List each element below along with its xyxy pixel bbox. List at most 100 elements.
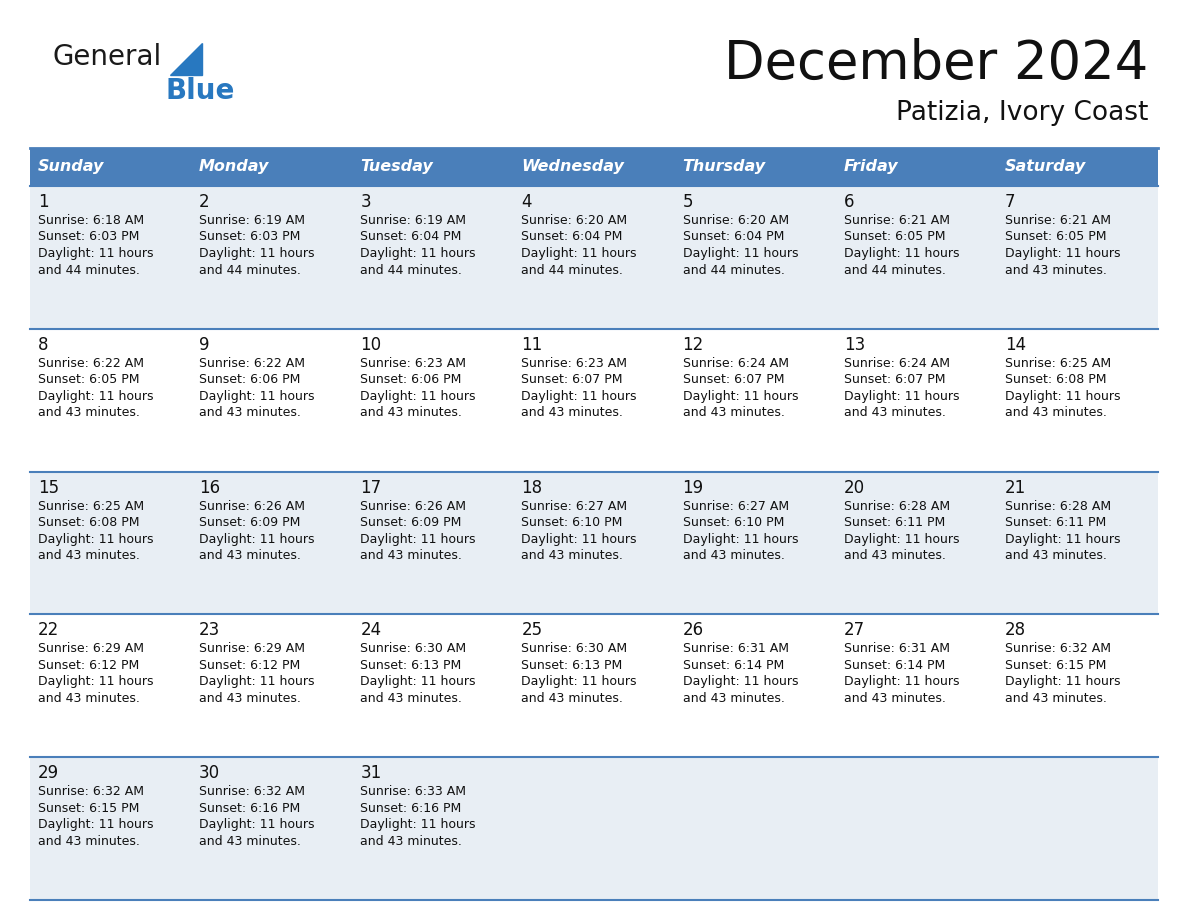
Text: Sunset: 6:16 PM: Sunset: 6:16 PM	[200, 801, 301, 814]
Text: 17: 17	[360, 478, 381, 497]
Text: 7: 7	[1005, 193, 1016, 211]
Text: Daylight: 11 hours: Daylight: 11 hours	[360, 247, 475, 260]
Text: 3: 3	[360, 193, 371, 211]
Text: and 43 minutes.: and 43 minutes.	[200, 549, 301, 562]
Text: Daylight: 11 hours: Daylight: 11 hours	[200, 532, 315, 545]
Text: Sunset: 6:04 PM: Sunset: 6:04 PM	[360, 230, 462, 243]
Text: Daylight: 11 hours: Daylight: 11 hours	[200, 390, 315, 403]
Text: Sunrise: 6:25 AM: Sunrise: 6:25 AM	[1005, 357, 1111, 370]
Text: Daylight: 11 hours: Daylight: 11 hours	[843, 247, 959, 260]
Text: Sunrise: 6:22 AM: Sunrise: 6:22 AM	[200, 357, 305, 370]
Text: Sunset: 6:05 PM: Sunset: 6:05 PM	[38, 374, 139, 386]
Text: Daylight: 11 hours: Daylight: 11 hours	[360, 390, 475, 403]
Text: 14: 14	[1005, 336, 1026, 353]
Text: and 44 minutes.: and 44 minutes.	[843, 263, 946, 276]
Text: 11: 11	[522, 336, 543, 353]
Text: Sunset: 6:14 PM: Sunset: 6:14 PM	[683, 659, 784, 672]
Text: 12: 12	[683, 336, 703, 353]
Text: Sunset: 6:09 PM: Sunset: 6:09 PM	[200, 516, 301, 529]
Text: Sunset: 6:10 PM: Sunset: 6:10 PM	[683, 516, 784, 529]
Text: Sunset: 6:08 PM: Sunset: 6:08 PM	[38, 516, 139, 529]
Text: Sunset: 6:11 PM: Sunset: 6:11 PM	[1005, 516, 1106, 529]
Text: December 2024: December 2024	[723, 38, 1148, 90]
Text: Sunrise: 6:19 AM: Sunrise: 6:19 AM	[200, 214, 305, 227]
Text: and 43 minutes.: and 43 minutes.	[1005, 549, 1107, 562]
Text: Sunrise: 6:24 AM: Sunrise: 6:24 AM	[683, 357, 789, 370]
Text: 8: 8	[38, 336, 49, 353]
Text: 23: 23	[200, 621, 221, 640]
Text: 9: 9	[200, 336, 209, 353]
Text: Daylight: 11 hours: Daylight: 11 hours	[38, 532, 153, 545]
Text: 27: 27	[843, 621, 865, 640]
Text: Sunset: 6:10 PM: Sunset: 6:10 PM	[522, 516, 623, 529]
Text: Sunrise: 6:23 AM: Sunrise: 6:23 AM	[360, 357, 466, 370]
Text: Sunrise: 6:30 AM: Sunrise: 6:30 AM	[522, 643, 627, 655]
Text: Sunset: 6:08 PM: Sunset: 6:08 PM	[1005, 374, 1106, 386]
Bar	[30, 329, 1158, 472]
Text: 24: 24	[360, 621, 381, 640]
Text: Daylight: 11 hours: Daylight: 11 hours	[200, 247, 315, 260]
Text: Sunrise: 6:32 AM: Sunrise: 6:32 AM	[1005, 643, 1111, 655]
Text: Sunrise: 6:29 AM: Sunrise: 6:29 AM	[200, 643, 305, 655]
Text: and 43 minutes.: and 43 minutes.	[200, 834, 301, 847]
Text: and 43 minutes.: and 43 minutes.	[38, 407, 140, 420]
Text: Daylight: 11 hours: Daylight: 11 hours	[38, 676, 153, 688]
Text: and 43 minutes.: and 43 minutes.	[200, 692, 301, 705]
Bar	[30, 186, 1158, 329]
Text: Daylight: 11 hours: Daylight: 11 hours	[200, 676, 315, 688]
Text: Sunrise: 6:33 AM: Sunrise: 6:33 AM	[360, 785, 466, 798]
Text: 29: 29	[38, 764, 59, 782]
Text: Daylight: 11 hours: Daylight: 11 hours	[683, 247, 798, 260]
Text: and 43 minutes.: and 43 minutes.	[1005, 692, 1107, 705]
Text: Tuesday: Tuesday	[360, 160, 434, 174]
Bar	[30, 614, 1158, 757]
Text: 20: 20	[843, 478, 865, 497]
Text: and 43 minutes.: and 43 minutes.	[1005, 263, 1107, 276]
Text: Sunset: 6:16 PM: Sunset: 6:16 PM	[360, 801, 461, 814]
Text: 2: 2	[200, 193, 210, 211]
Bar	[30, 148, 1158, 186]
Text: Sunday: Sunday	[38, 160, 105, 174]
Text: Daylight: 11 hours: Daylight: 11 hours	[38, 247, 153, 260]
Text: and 43 minutes.: and 43 minutes.	[360, 834, 462, 847]
Text: and 43 minutes.: and 43 minutes.	[38, 549, 140, 562]
Text: Sunset: 6:11 PM: Sunset: 6:11 PM	[843, 516, 944, 529]
Text: Sunrise: 6:23 AM: Sunrise: 6:23 AM	[522, 357, 627, 370]
Text: Sunrise: 6:30 AM: Sunrise: 6:30 AM	[360, 643, 467, 655]
Text: and 43 minutes.: and 43 minutes.	[683, 692, 784, 705]
Text: Daylight: 11 hours: Daylight: 11 hours	[522, 532, 637, 545]
Text: Sunset: 6:13 PM: Sunset: 6:13 PM	[522, 659, 623, 672]
Text: and 43 minutes.: and 43 minutes.	[360, 407, 462, 420]
Text: and 44 minutes.: and 44 minutes.	[200, 263, 301, 276]
Text: Monday: Monday	[200, 160, 270, 174]
Text: Sunrise: 6:31 AM: Sunrise: 6:31 AM	[683, 643, 789, 655]
Bar	[30, 472, 1158, 614]
Text: and 44 minutes.: and 44 minutes.	[360, 263, 462, 276]
Text: Sunrise: 6:18 AM: Sunrise: 6:18 AM	[38, 214, 144, 227]
Text: Daylight: 11 hours: Daylight: 11 hours	[1005, 532, 1120, 545]
Text: Sunset: 6:13 PM: Sunset: 6:13 PM	[360, 659, 461, 672]
Text: Sunrise: 6:28 AM: Sunrise: 6:28 AM	[843, 499, 950, 512]
Text: General: General	[52, 43, 162, 71]
Text: Sunset: 6:04 PM: Sunset: 6:04 PM	[683, 230, 784, 243]
Text: and 43 minutes.: and 43 minutes.	[683, 407, 784, 420]
Text: and 43 minutes.: and 43 minutes.	[200, 407, 301, 420]
Text: 28: 28	[1005, 621, 1026, 640]
Bar	[30, 757, 1158, 900]
Text: Sunrise: 6:29 AM: Sunrise: 6:29 AM	[38, 643, 144, 655]
Text: Daylight: 11 hours: Daylight: 11 hours	[683, 676, 798, 688]
Text: 21: 21	[1005, 478, 1026, 497]
Text: Sunrise: 6:31 AM: Sunrise: 6:31 AM	[843, 643, 949, 655]
Text: Sunset: 6:03 PM: Sunset: 6:03 PM	[38, 230, 139, 243]
Text: Sunrise: 6:26 AM: Sunrise: 6:26 AM	[360, 499, 466, 512]
Text: Daylight: 11 hours: Daylight: 11 hours	[683, 532, 798, 545]
Text: Sunrise: 6:24 AM: Sunrise: 6:24 AM	[843, 357, 949, 370]
Text: Sunrise: 6:27 AM: Sunrise: 6:27 AM	[683, 499, 789, 512]
Text: Thursday: Thursday	[683, 160, 766, 174]
Text: Daylight: 11 hours: Daylight: 11 hours	[843, 676, 959, 688]
Text: Sunset: 6:07 PM: Sunset: 6:07 PM	[683, 374, 784, 386]
Text: Sunset: 6:06 PM: Sunset: 6:06 PM	[200, 374, 301, 386]
Text: 19: 19	[683, 478, 703, 497]
Text: Sunrise: 6:27 AM: Sunrise: 6:27 AM	[522, 499, 627, 512]
Text: and 43 minutes.: and 43 minutes.	[843, 407, 946, 420]
